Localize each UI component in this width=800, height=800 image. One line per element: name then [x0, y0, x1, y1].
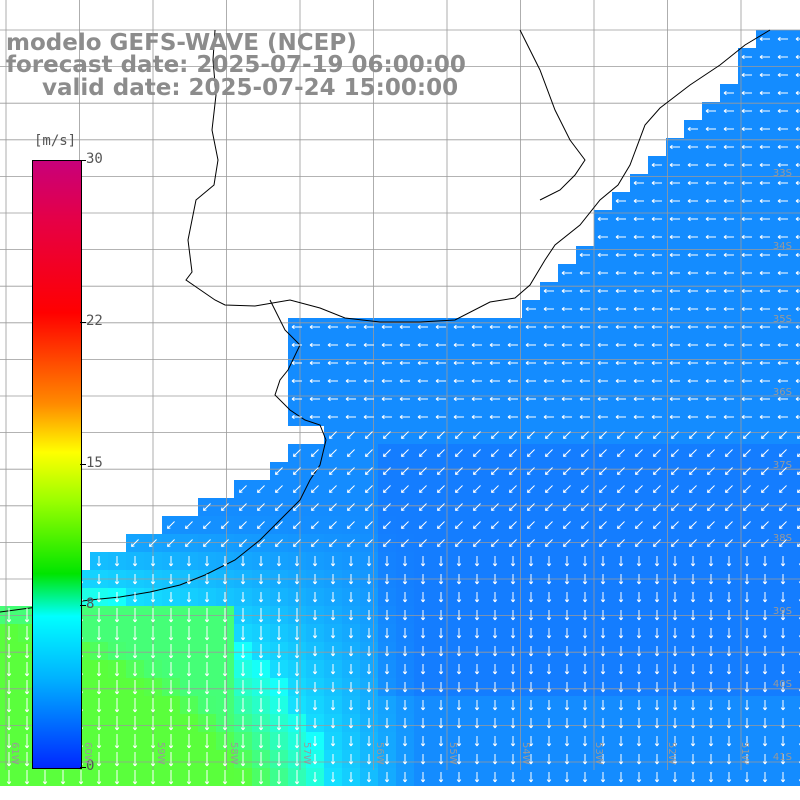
valid-date: valid date: 2025-07-24 15:00:00: [42, 75, 459, 101]
colorbar-unit: [m/s]: [34, 133, 77, 149]
latitude-label: 33S: [772, 168, 792, 179]
longitude-label: 56W: [374, 742, 385, 765]
latitude-label: 34S: [772, 241, 792, 252]
colorbar-tick-label: 15: [86, 454, 103, 471]
latitude-label: 37S: [772, 460, 792, 471]
forecast-date: forecast date: 2025-07-19 06:00:00: [6, 52, 466, 78]
longitude-label: 59W: [155, 742, 166, 765]
longitude-label: 60W: [82, 742, 93, 765]
latitude-label: 35S: [772, 314, 792, 325]
colorbar-tick-mark: [80, 321, 86, 323]
latitude-label: 39S: [772, 606, 792, 617]
wind-arrows: [6, 36, 800, 785]
colorbar-tick-label: 30: [86, 151, 103, 167]
colorbar-tick-label: 0: [86, 758, 95, 774]
longitude-label: 57W: [301, 742, 312, 765]
lat-lon-grid: [0, 0, 800, 770]
longitude-label: 51W: [739, 742, 750, 765]
rio-de-la-plata-coast: [0, 299, 327, 613]
colorbar-tick-mark: [80, 605, 86, 607]
longitude-label: 58W: [228, 742, 239, 765]
colorbar-tick-mark: [80, 767, 86, 768]
colorbar-tick-mark: [80, 160, 86, 161]
colorbar-tick-mark: [80, 463, 86, 465]
model-title: modelo GEFS-WAVE (NCEP): [6, 30, 357, 56]
latitude-label: 41S: [772, 752, 792, 763]
coastline: [185, 29, 771, 323]
longitude-label: 61W: [9, 742, 20, 765]
latitude-label: 38S: [772, 533, 792, 544]
wind-field-cells: [0, 30, 800, 786]
longitude-label: 55W: [447, 742, 458, 765]
colorbar-tick-label: 22: [86, 312, 103, 329]
colorbar-tick-label: 8: [86, 596, 95, 613]
longitude-label: 53W: [593, 742, 604, 765]
latitude-label: 40S: [772, 679, 792, 690]
colorbar: [32, 160, 82, 769]
latitude-label: 36S: [772, 387, 792, 398]
longitude-label: 52W: [666, 742, 677, 765]
longitude-label: 54W: [520, 742, 531, 765]
